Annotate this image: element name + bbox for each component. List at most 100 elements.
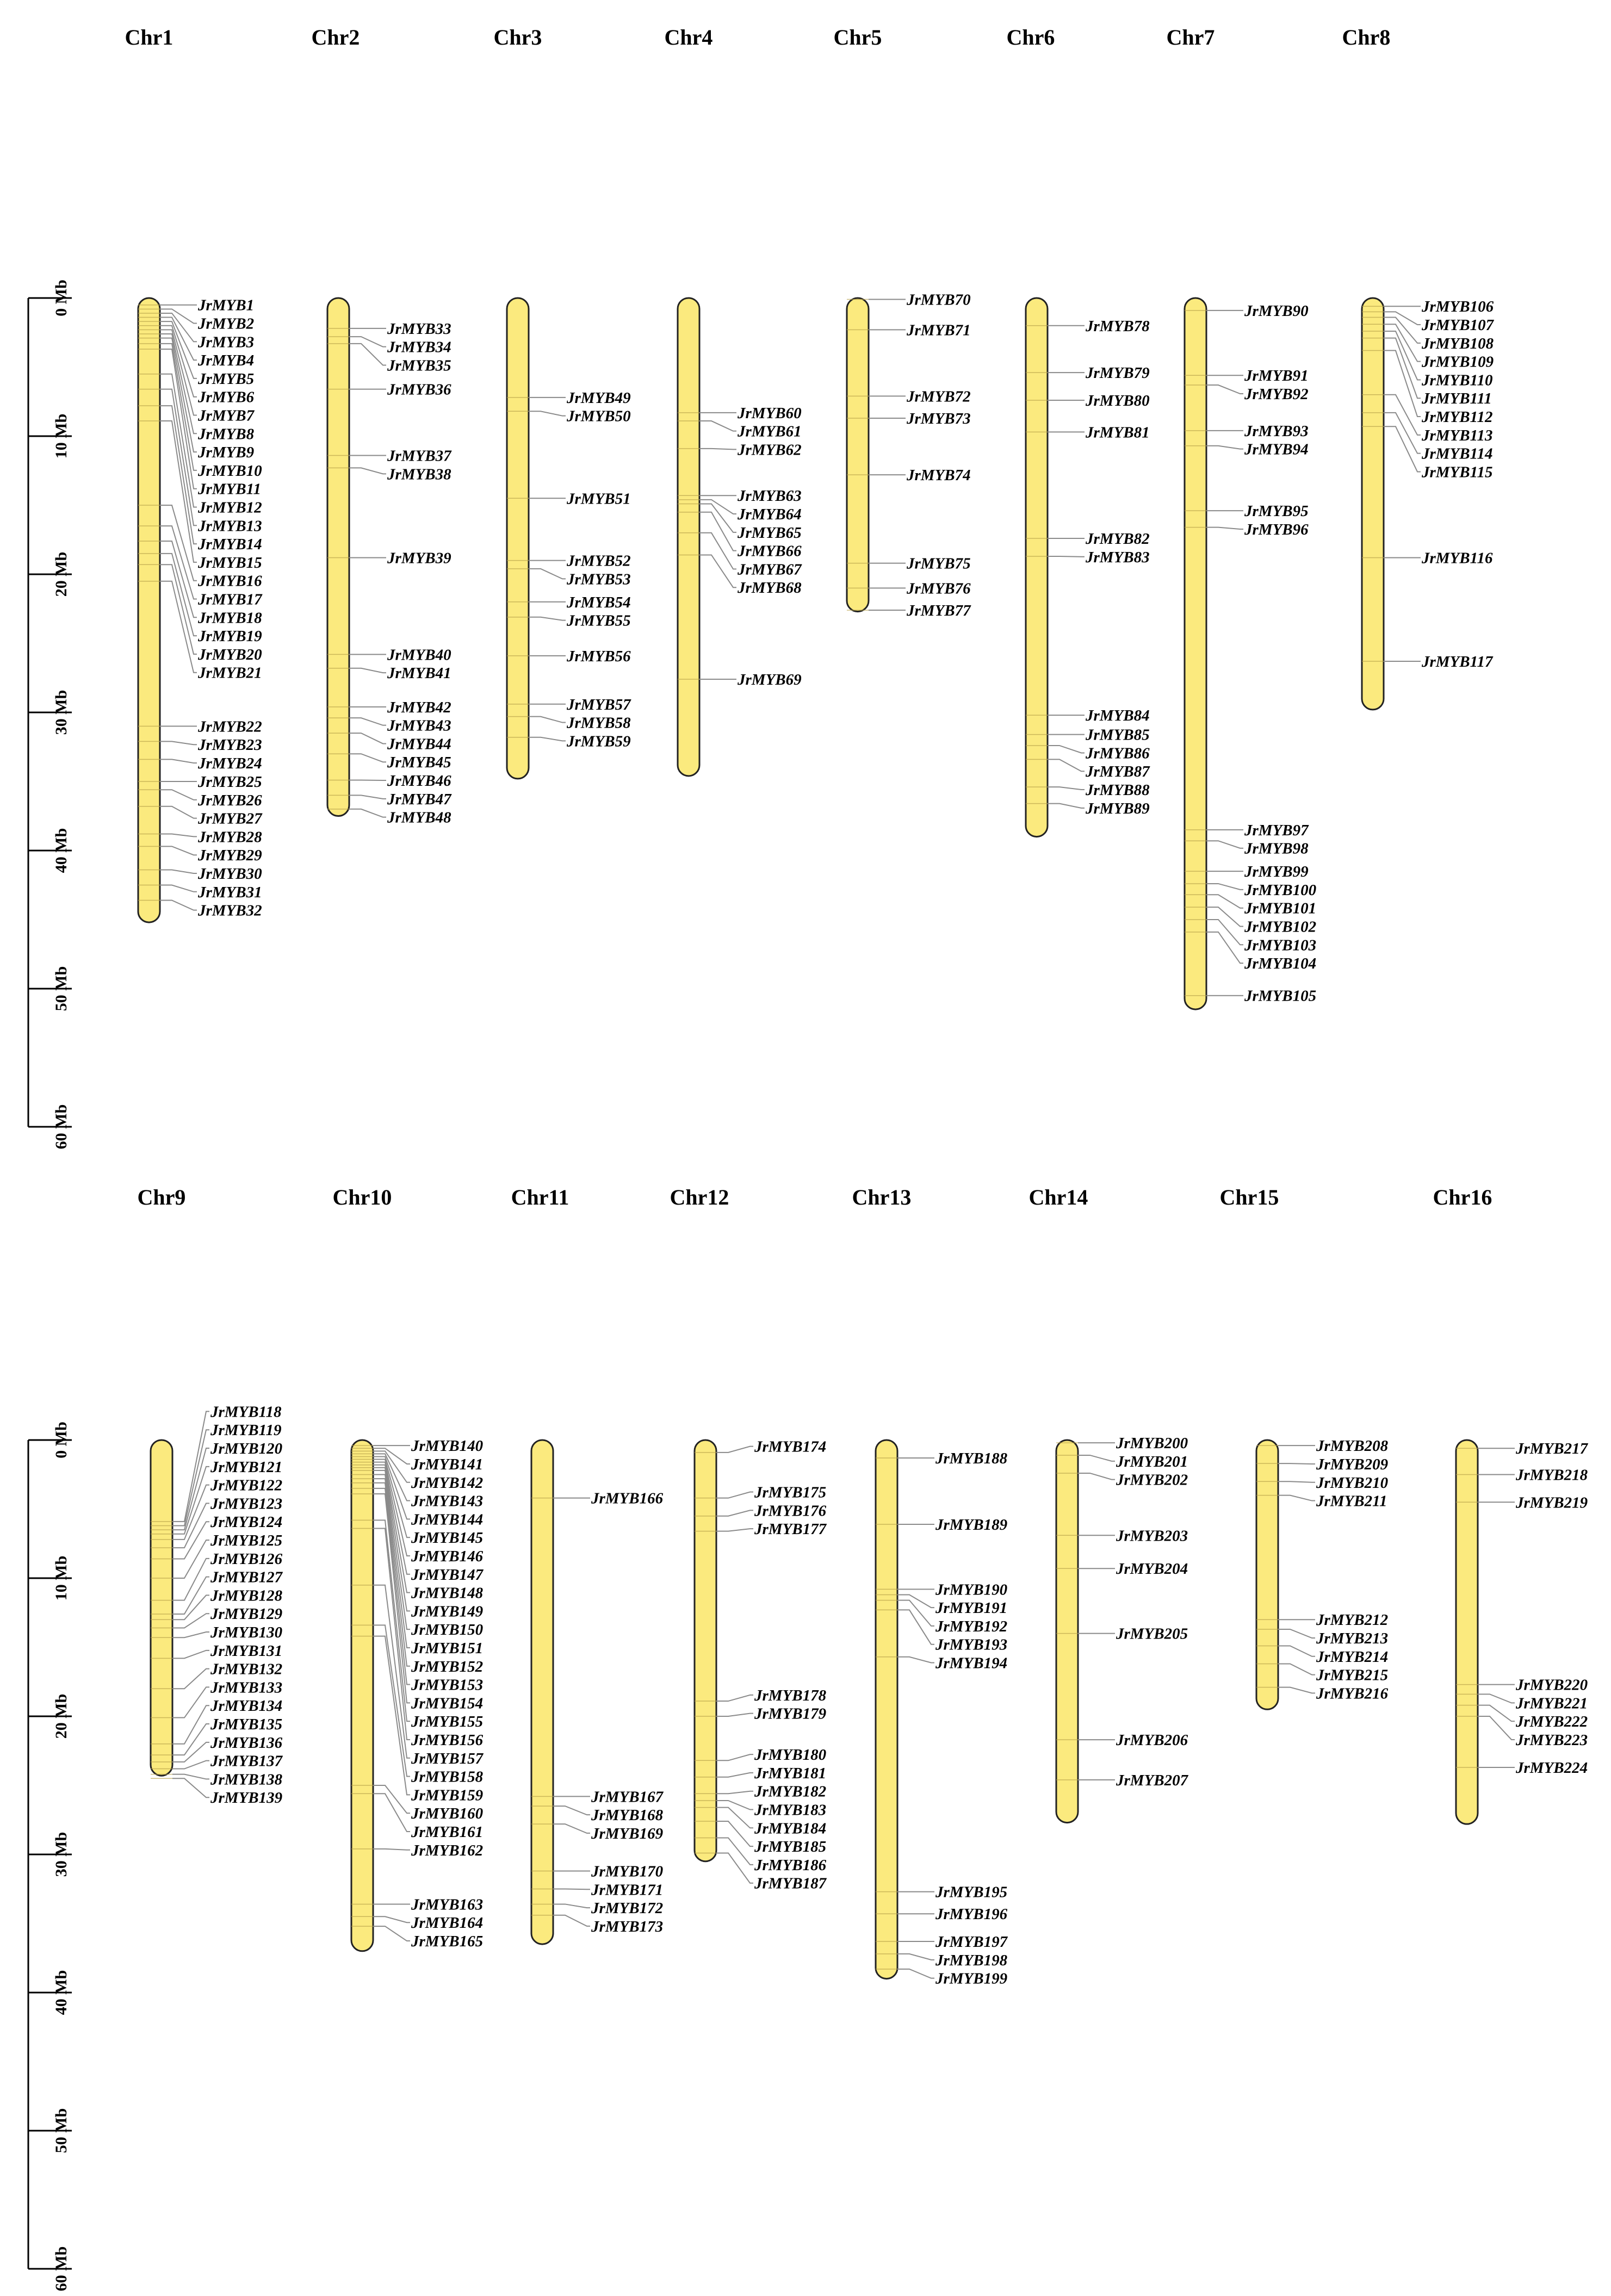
gene-label: JrMYB205 [1116,1625,1188,1643]
gene-marker: JrMYB67 [678,532,802,578]
gene-connector [1278,1645,1315,1657]
gene-marker: JrMYB178 [695,1687,827,1704]
gene-marker: JrMYB110 [1362,330,1493,389]
chromosome-title: Chr16 [1433,1185,1492,1209]
gene-label: JrMYB63 [737,487,802,505]
gene-marker: JrMYB84 [1026,707,1150,724]
gene-marker: JrMYB133 [151,1679,282,1718]
gene-label: JrMYB144 [411,1511,483,1528]
gene-marker: JrMYB59 [507,733,631,750]
gene-marker: JrMYB181 [695,1765,826,1782]
scale-tick-label: 40 Mb [52,1970,70,2015]
gene-connector [1048,744,1085,754]
gene-label: JrMYB60 [737,405,802,422]
gene-connector [373,1464,410,1575]
gene-marker: JrMYB210 [1256,1474,1388,1492]
gene-marker: JrMYB116 [1362,550,1493,567]
chromosome-title: Chr13 [852,1185,912,1209]
gene-marker: JrMYB8 [138,333,255,443]
gene-label: JrMYB88 [1085,781,1150,799]
gene-marker: JrMYB101 [1185,894,1316,917]
gene-connector [172,1411,209,1522]
gene-label: JrMYB27 [197,810,263,828]
chromosome-chr1: Chr1 JrMYB1JrMYB2JrMYB3JrMYB4JrMYB5JrMYB6… [125,25,263,923]
gene-label: JrMYB52 [566,553,631,570]
gene-label: JrMYB182 [754,1783,826,1801]
gene-marker: JrMYB104 [1185,931,1316,972]
gene-connector [716,1799,753,1810]
gene-marker: JrMYB172 [531,1900,663,1917]
gene-label: JrMYB191 [935,1599,1007,1617]
gene-marker: JrMYB135 [151,1716,282,1756]
scale-tick-label: 20 Mb [52,552,70,597]
gene-label: JrMYB198 [935,1952,1008,1969]
gene-marker: JrMYB117 [1362,653,1494,671]
gene-marker: JrMYB185 [695,1821,826,1856]
chromosome-body [677,297,701,777]
gene-label: JrMYB68 [737,579,802,597]
gene-marker: JrMYB196 [876,1906,1008,1923]
gene-label: JrMYB197 [935,1933,1008,1951]
gene-label: JrMYB115 [1421,463,1493,481]
gene-marker: JrMYB46 [327,772,451,790]
gene-label: JrMYB85 [1085,727,1150,744]
gene-connector [373,1474,410,1630]
gene-connector [373,1459,410,1538]
gene-connector [897,1609,934,1645]
gene-marker: JrMYB35 [327,343,451,374]
gene-label: JrMYB124 [210,1513,282,1531]
gene-marker: JrMYB147 [351,1464,484,1584]
gene-connector [160,884,197,892]
scale-tick-label: 50 Mb [52,966,70,1012]
gene-marker: JrMYB163 [351,1896,483,1913]
gene-label: JrMYB16 [197,573,262,590]
gene-marker: JrMYB16 [138,505,262,590]
gene-label: JrMYB174 [754,1438,826,1456]
gene-marker: JrMYB95 [1185,502,1309,520]
gene-connector [553,1903,590,1909]
gene-marker: JrMYB188 [876,1450,1008,1467]
chromosome-body [326,297,350,817]
gene-marker: JrMYB131 [151,1642,282,1660]
gene-label: JrMYB77 [906,602,971,619]
gene-marker: JrMYB62 [678,441,802,458]
gene-marker: JrMYB75 [847,555,971,573]
gene-connector [1384,337,1421,399]
gene-label: JrMYB96 [1244,521,1309,538]
gene-marker: JrMYB130 [151,1624,282,1641]
gene-marker: JrMYB205 [1056,1625,1188,1643]
gene-label: JrMYB125 [210,1532,282,1549]
gene-label: JrMYB81 [1085,424,1150,441]
gene-label: JrMYB150 [411,1621,483,1639]
gene-connector [172,1503,209,1549]
gene-label: JrMYB179 [754,1705,826,1723]
gene-marker: JrMYB187 [695,1852,827,1892]
gene-label: JrMYB188 [935,1450,1008,1467]
gene-connector [172,1723,209,1756]
gene-connector [716,1491,753,1499]
gene-connector [160,348,197,489]
gene-label: JrMYB169 [591,1825,663,1842]
gene-marker: JrMYB171 [531,1881,663,1898]
gene-marker: JrMYB190 [876,1581,1007,1598]
gene-connector [172,1778,209,1798]
gene-connector [172,1540,209,1579]
gene-connector [172,1594,209,1621]
gene-marker: JrMYB157 [351,1584,484,1767]
gene-connector [1078,1472,1115,1480]
gene-connector [1278,1463,1315,1465]
gene-label: JrMYB4 [197,352,254,369]
gene-label: JrMYB157 [411,1750,484,1767]
gene-marker: JrMYB125 [151,1532,282,1579]
gene-label: JrMYB39 [387,550,451,567]
gene-label: JrMYB116 [1421,550,1493,567]
gene-marker: JrMYB106 [1362,298,1494,315]
gene-marker: JrMYB39 [327,550,451,567]
gene-marker: JrMYB22 [138,718,262,735]
gene-connector [553,1888,590,1890]
gene-connector [160,805,197,819]
gene-connector [160,525,197,600]
gene-connector [1206,919,1243,946]
chromosome-body [1455,1439,1479,1825]
gene-marker: JrMYB123 [151,1495,282,1549]
